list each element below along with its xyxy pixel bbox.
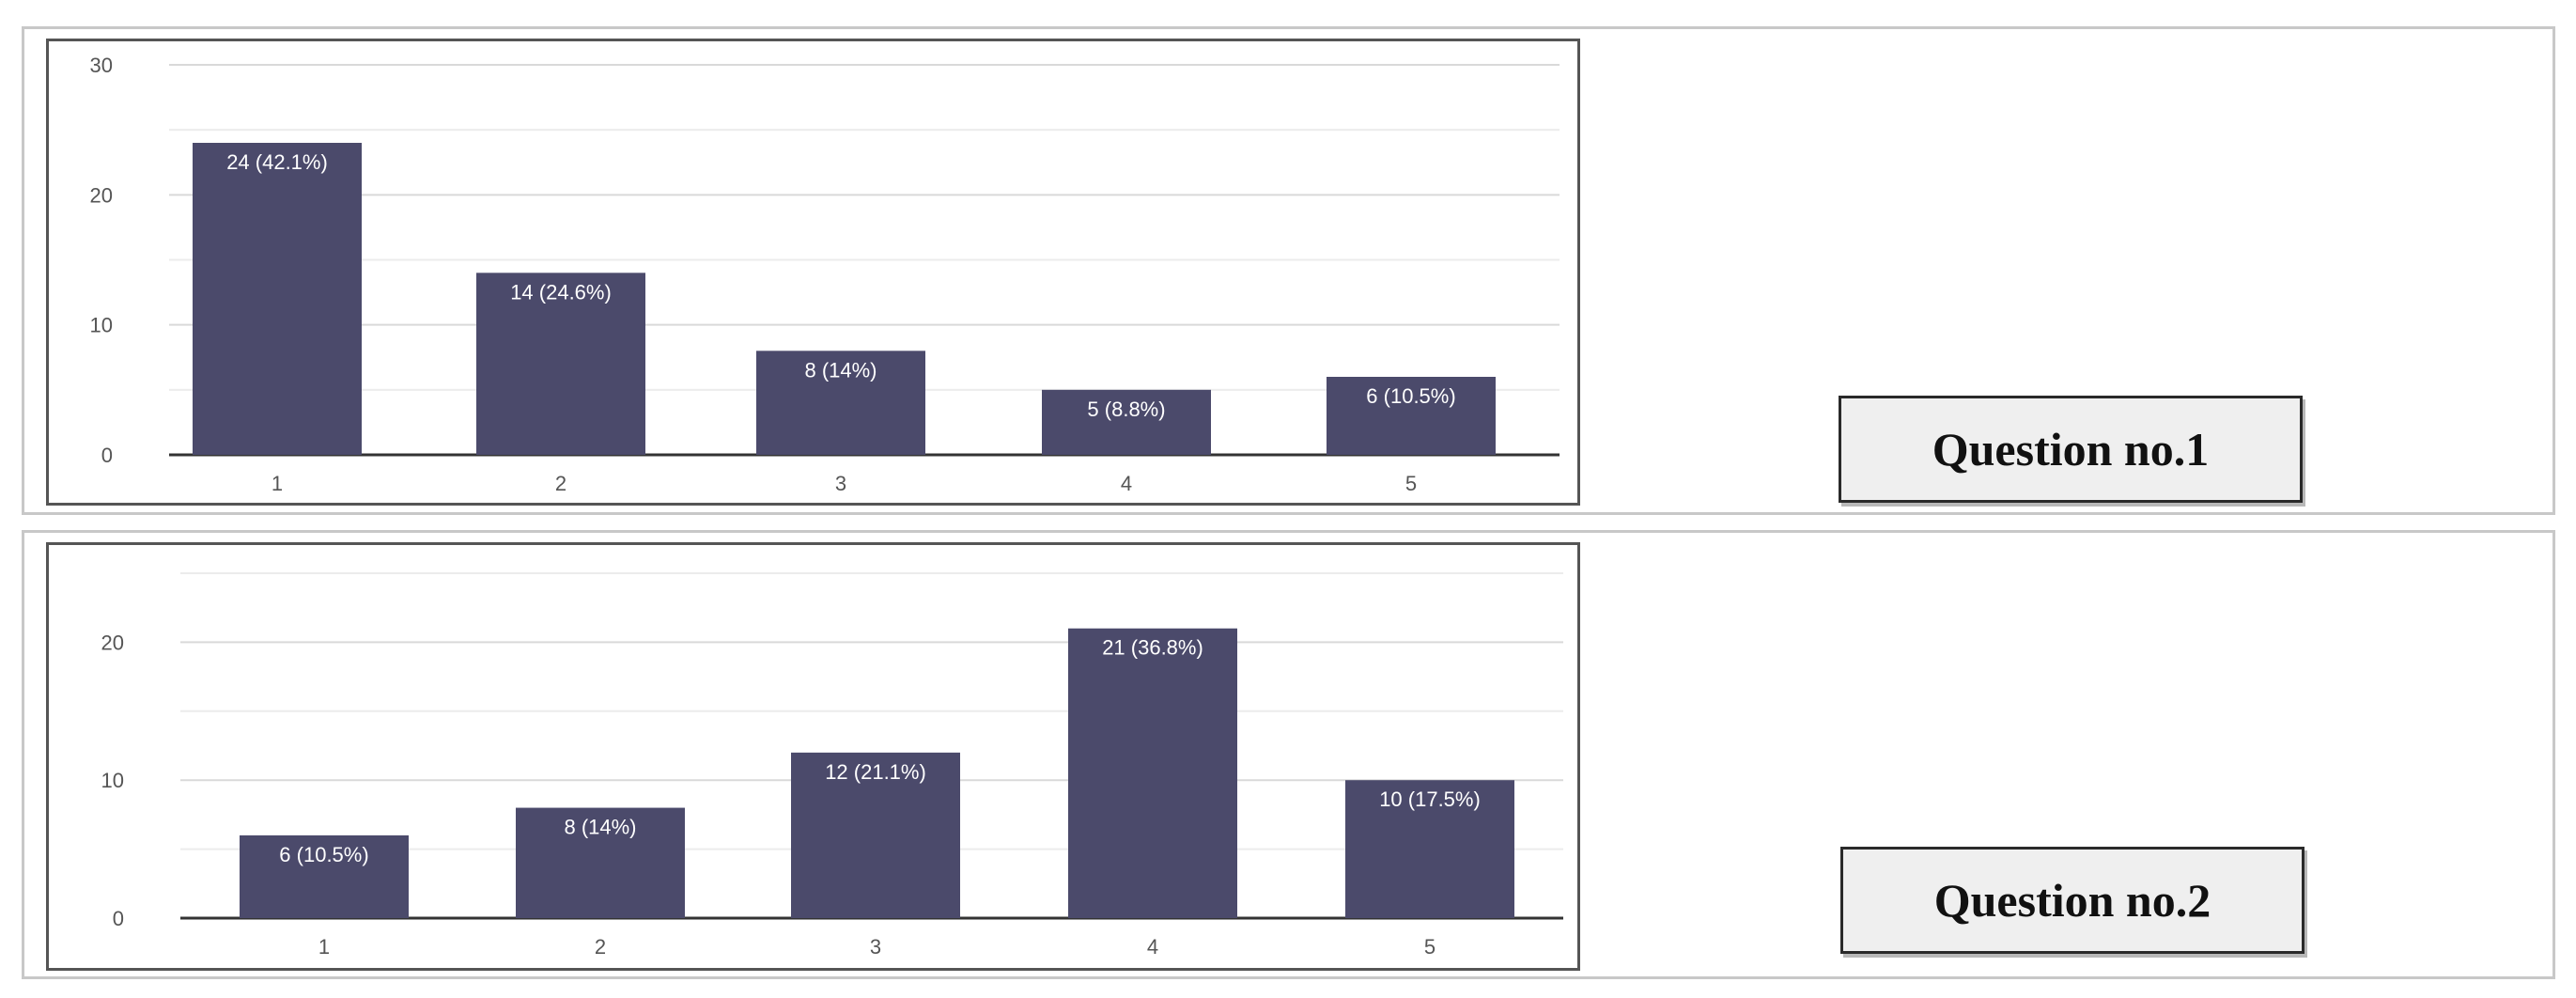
x-tick-label: 1	[318, 935, 330, 959]
x-tick-label: 3	[835, 472, 846, 495]
bar	[1068, 628, 1237, 918]
y-tick-label: 10	[90, 314, 113, 337]
bar-data-label: 6 (10.5%)	[1366, 384, 1455, 408]
x-tick-label: 4	[1121, 472, 1132, 495]
bar	[1345, 780, 1514, 918]
x-tick-label: 5	[1424, 935, 1435, 959]
question-1-chart: 0 10 20 30 24 (42.1%) 1 14 (24.6%) 2 8 (14%) 3 5 (…	[46, 39, 1580, 506]
bar-data-label: 10 (17.5%)	[1379, 787, 1481, 811]
bar	[516, 807, 685, 918]
question-1-panel: 0 10 20 30 24 (42.1%) 1 14 (24.6%) 2 8 (14%) 3 5 (…	[22, 26, 2555, 515]
question-2-label: Question no.2	[1840, 847, 2304, 954]
question-2-chart: 0 10 20 6 (10.5%) 1 8 (14%) 2 12 (21.1%) 3 21 (36…	[46, 542, 1580, 971]
y-tick-label: 20	[101, 631, 124, 654]
question-1-bar-chart: 0 10 20 30 24 (42.1%) 1 14 (24.6%) 2 8 (14%) 3 5 (…	[90, 54, 1560, 495]
x-tick-label: 5	[1405, 472, 1417, 495]
question-1-label: Question no.1	[1839, 396, 2303, 503]
bar-data-label: 5 (8.8%)	[1087, 398, 1165, 421]
bar-data-label: 8 (14%)	[804, 358, 877, 382]
y-tick-label: 10	[101, 769, 124, 792]
bar	[193, 143, 362, 455]
bar-data-label: 12 (21.1%)	[825, 760, 926, 784]
x-tick-label: 2	[555, 472, 566, 495]
question-2-bar-chart: 0 10 20 6 (10.5%) 1 8 (14%) 2 12 (21.1%) 3 21 (36…	[101, 572, 1563, 959]
bar	[756, 351, 925, 455]
question-2-panel: 0 10 20 6 (10.5%) 1 8 (14%) 2 12 (21.1%) 3 21 (36…	[22, 530, 2555, 979]
x-tick-label: 1	[272, 472, 283, 495]
y-tick-label: 0	[101, 444, 113, 467]
bar-data-label: 8 (14%)	[564, 816, 636, 839]
y-tick-label: 0	[113, 907, 124, 930]
bar-data-label: 6 (10.5%)	[279, 843, 368, 866]
bar-data-label: 24 (42.1%)	[226, 150, 328, 174]
bar	[476, 273, 645, 455]
x-tick-label: 2	[595, 935, 606, 959]
bar	[1042, 389, 1211, 455]
bar-data-label: 14 (24.6%)	[510, 280, 612, 304]
bar	[1327, 377, 1496, 455]
bar	[791, 752, 960, 918]
y-tick-label: 30	[90, 54, 113, 77]
bar	[240, 834, 409, 918]
bar-data-label: 21 (36.8%)	[1102, 636, 1203, 660]
y-tick-label: 20	[90, 183, 113, 207]
x-tick-label: 4	[1147, 935, 1158, 959]
x-tick-label: 3	[870, 935, 881, 959]
